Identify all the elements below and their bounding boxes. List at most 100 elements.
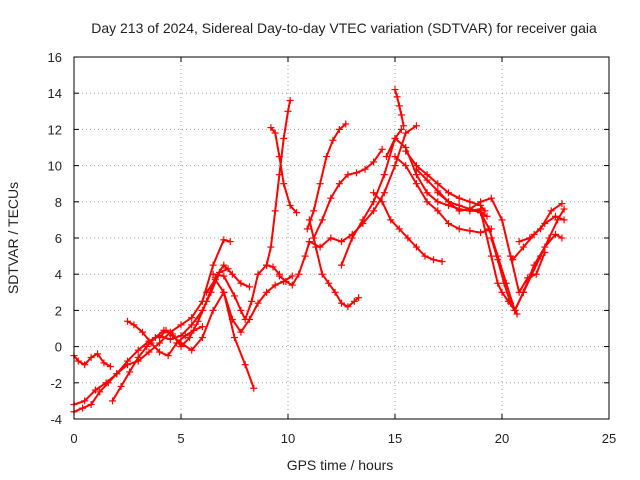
x-tick-label: 20 — [495, 431, 509, 446]
y-tick-label: 10 — [48, 159, 62, 174]
data-point — [477, 229, 485, 237]
data-point — [166, 335, 174, 343]
data-point — [269, 263, 277, 271]
x-tick-label: 25 — [602, 431, 616, 446]
data-point — [226, 238, 234, 246]
data-point — [412, 122, 420, 130]
data-point — [100, 359, 108, 367]
y-tick-label: 14 — [48, 86, 62, 101]
series-arc-1 — [70, 350, 114, 371]
data-point — [494, 279, 502, 287]
data-point — [378, 145, 386, 153]
y-tick-label: 4 — [55, 267, 62, 282]
data-point — [500, 279, 508, 287]
data-point — [286, 201, 294, 209]
series-arc-28 — [515, 200, 566, 246]
data-point — [254, 270, 262, 278]
data-point — [263, 288, 271, 296]
data-point — [537, 225, 545, 233]
data-point — [519, 288, 527, 296]
series-arc-24 — [466, 207, 566, 314]
data-point — [404, 234, 412, 242]
data-point — [81, 361, 89, 369]
data-point — [124, 317, 131, 325]
series-line — [212, 264, 281, 321]
series-line — [394, 155, 493, 234]
data-point — [477, 198, 485, 206]
data-point — [241, 361, 249, 369]
y-tick-label: 16 — [48, 50, 62, 65]
data-point — [430, 256, 438, 264]
data-point — [177, 321, 185, 329]
data-point — [393, 93, 401, 101]
data-point — [228, 270, 236, 278]
series-arc-20 — [391, 153, 495, 237]
data-point — [104, 379, 112, 387]
data-point — [412, 243, 420, 251]
data-point — [423, 198, 431, 206]
data-point — [395, 225, 403, 233]
data-point — [391, 86, 399, 94]
data-point — [147, 339, 155, 347]
data-point — [203, 288, 211, 296]
data-point — [513, 310, 521, 318]
data-point — [275, 153, 283, 161]
series-line — [372, 191, 444, 263]
data-point — [402, 129, 410, 137]
data-point — [445, 189, 452, 197]
data-point — [361, 165, 369, 173]
data-point — [335, 180, 343, 188]
y-tick-label: 2 — [55, 303, 62, 318]
data-point — [267, 124, 275, 132]
data-point — [79, 404, 87, 412]
series-arc-18 — [391, 86, 408, 130]
data-point — [327, 234, 335, 242]
data-point — [198, 323, 206, 331]
data-point — [329, 136, 337, 144]
data-point — [487, 252, 495, 260]
data-point — [94, 350, 102, 358]
data-point — [113, 370, 121, 378]
data-point — [552, 230, 559, 238]
data-point — [87, 401, 95, 409]
data-point — [303, 225, 311, 233]
data-point — [395, 102, 403, 110]
data-point — [397, 125, 405, 133]
data-point — [188, 314, 196, 322]
data-point — [327, 194, 335, 202]
data-point — [402, 147, 410, 155]
data-point — [370, 207, 378, 215]
data-point — [305, 238, 313, 246]
data-point — [220, 236, 228, 244]
data-point — [378, 198, 386, 206]
data-point — [203, 297, 211, 305]
data-point — [280, 134, 288, 142]
data-point — [250, 384, 258, 392]
data-point — [109, 397, 117, 405]
data-point — [188, 321, 196, 329]
data-point — [209, 270, 217, 278]
data-point — [231, 292, 238, 300]
data-point — [288, 281, 296, 289]
data-point — [552, 212, 559, 220]
data-point — [156, 348, 164, 356]
data-point — [466, 207, 474, 215]
data-point — [323, 153, 331, 161]
data-point — [485, 225, 493, 233]
data-point — [526, 234, 534, 242]
data-point — [558, 234, 566, 242]
data-point — [445, 220, 452, 228]
data-point — [391, 134, 399, 142]
data-point — [301, 252, 309, 260]
data-point — [494, 256, 502, 264]
data-point — [126, 368, 134, 376]
data-point — [498, 216, 506, 224]
data-point — [382, 153, 390, 161]
data-point — [241, 315, 249, 323]
data-point — [318, 216, 326, 224]
data-point — [487, 194, 495, 202]
data-point — [237, 306, 245, 314]
data-point — [370, 189, 378, 197]
data-point — [316, 243, 324, 251]
data-point — [211, 276, 219, 284]
